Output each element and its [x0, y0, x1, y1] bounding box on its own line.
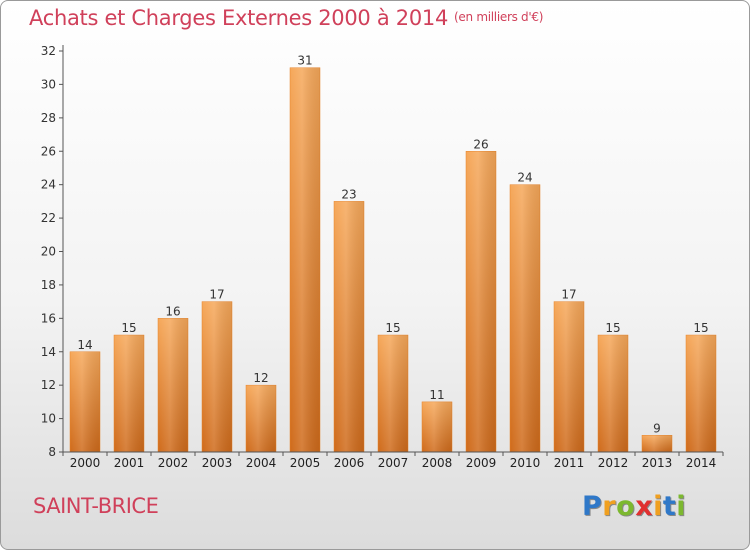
logo-letter: o — [616, 491, 636, 522]
logo-letter: P — [582, 491, 603, 522]
data-label: 9 — [653, 421, 661, 435]
bar-shade — [378, 335, 408, 452]
bar-shade — [202, 301, 232, 452]
bar-shade — [290, 67, 320, 452]
x-tick-label: 2003 — [202, 456, 233, 470]
data-label: 17 — [561, 288, 576, 302]
bar-shade — [422, 401, 452, 452]
x-tick-label: 2009 — [466, 456, 497, 470]
y-tick-label: 32 — [41, 44, 56, 58]
x-tick-label: 2011 — [554, 456, 585, 470]
logo-letter: i — [653, 491, 663, 522]
data-label: 16 — [165, 304, 180, 318]
bar-shade — [686, 335, 716, 452]
commune-name: SAINT-BRICE — [33, 494, 159, 518]
data-label: 31 — [297, 54, 312, 68]
logo-letter: r — [602, 491, 617, 522]
bar-shade — [466, 151, 496, 452]
data-label: 17 — [209, 288, 224, 302]
data-label: 15 — [693, 321, 708, 335]
y-tick-label: 28 — [41, 111, 56, 125]
y-tick-label: 26 — [41, 144, 56, 158]
bars-layer — [69, 67, 717, 453]
bar-shade — [598, 335, 628, 452]
x-tick-label: 2000 — [70, 456, 101, 470]
data-label: 15 — [605, 321, 620, 335]
y-tick-label: 20 — [41, 245, 56, 259]
y-tick-label: 30 — [41, 77, 56, 91]
data-label: 24 — [517, 171, 532, 185]
data-label: 26 — [473, 137, 488, 151]
x-tick-label: 2007 — [378, 456, 409, 470]
bar-shade — [158, 318, 188, 452]
x-tick-label: 2010 — [510, 456, 541, 470]
y-tick-label: 12 — [41, 378, 56, 392]
bar-shade — [246, 385, 276, 452]
chart-title: Achats et Charges Externes 2000 à 2014 (e… — [29, 6, 543, 30]
x-tick-label: 2014 — [686, 456, 717, 470]
y-tick-label: 24 — [41, 178, 56, 192]
axes-layer: 8 10 12 14 16 18 20 22 24 26 28 30 32 2000 14 2001 15 200… — [41, 44, 724, 470]
bar-shade — [554, 301, 584, 452]
y-tick-label: 14 — [41, 345, 56, 359]
x-tick-label: 2006 — [334, 456, 365, 470]
proxiti-logo[interactable]: Proxiti — [582, 491, 686, 522]
data-label: 23 — [341, 187, 356, 201]
x-tick-label: 2008 — [422, 456, 453, 470]
x-tick-label: 2001 — [114, 456, 145, 470]
data-label: 15 — [385, 321, 400, 335]
bar-shade — [334, 201, 364, 452]
bar-shade — [114, 335, 144, 452]
data-label: 15 — [121, 321, 136, 335]
data-label: 14 — [77, 338, 92, 352]
bar-shade — [70, 351, 100, 452]
x-tick-label: 2012 — [598, 456, 629, 470]
x-tick-label: 2002 — [158, 456, 189, 470]
y-tick-label: 10 — [41, 412, 56, 426]
data-label: 11 — [429, 388, 444, 402]
bar-shade — [510, 184, 540, 452]
x-tick-label: 2005 — [290, 456, 321, 470]
x-tick-label: 2004 — [246, 456, 277, 470]
unit-note: (en milliers d'€) — [454, 10, 544, 24]
logo-letter: i — [676, 491, 687, 522]
logo-letter: x — [635, 491, 654, 522]
logo-letter: t — [662, 491, 677, 522]
title-text: Achats et Charges Externes 2000 à 2014 — [29, 6, 449, 30]
y-tick-label: 16 — [41, 311, 56, 325]
x-tick-label: 2013 — [642, 456, 673, 470]
bar-shade — [642, 435, 672, 452]
y-tick-label: 18 — [41, 278, 56, 292]
y-tick-label: 8 — [48, 445, 56, 459]
y-tick-label: 22 — [41, 211, 56, 225]
data-label: 12 — [253, 371, 268, 385]
